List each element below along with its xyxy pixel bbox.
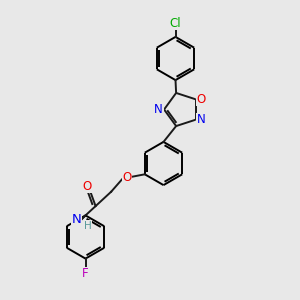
Text: Cl: Cl bbox=[170, 16, 181, 30]
Text: O: O bbox=[122, 171, 131, 184]
Text: O: O bbox=[196, 93, 206, 106]
Text: N: N bbox=[196, 113, 206, 126]
Text: N: N bbox=[71, 213, 81, 226]
Text: O: O bbox=[82, 179, 91, 193]
Text: F: F bbox=[82, 267, 89, 280]
Text: N: N bbox=[154, 103, 163, 116]
Text: H: H bbox=[84, 221, 92, 231]
